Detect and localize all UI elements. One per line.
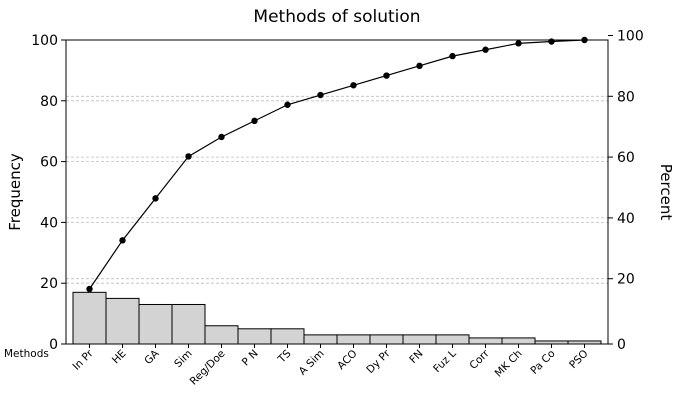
cumulative-point-14 <box>548 38 555 45</box>
cumulative-point-5 <box>251 117 258 125</box>
cumulative-point-3 <box>185 153 192 160</box>
bar-0 <box>72 291 107 345</box>
category-label: TS <box>275 347 294 366</box>
left-tick-label: 100 <box>31 33 58 49</box>
category-label: HE <box>110 348 129 367</box>
right-tick-label: 0 <box>617 337 626 353</box>
cumulative-point-4 <box>218 133 225 141</box>
category-label: FN <box>407 348 425 366</box>
cumulative-point-15 <box>581 36 588 44</box>
right-tick-label: 60 <box>617 150 635 166</box>
right-tick-label: 100 <box>617 29 644 45</box>
cumulative-line <box>86 36 588 293</box>
cumulative-point-1 <box>119 237 126 244</box>
left-tick-label: 40 <box>40 215 58 231</box>
cumulative-polyline <box>89 39 585 290</box>
chart-title: Methods of solution <box>253 7 420 27</box>
category-label: Dy Pr <box>364 347 393 376</box>
category-label: MK Ch <box>493 348 525 380</box>
category-label: A Sim <box>297 348 327 378</box>
category-label: Fuz L <box>431 348 459 376</box>
cumulative-point-12 <box>482 46 489 53</box>
bar-12 <box>468 337 503 345</box>
bars <box>72 291 602 345</box>
bar-9 <box>369 334 404 345</box>
bar-7 <box>303 334 338 345</box>
bar-13 <box>501 337 536 345</box>
cumulative-point-11 <box>449 52 456 60</box>
plot-frame <box>65 39 609 345</box>
category-label: ACO <box>335 348 359 372</box>
bar-8 <box>336 334 371 345</box>
cumulative-point-7 <box>317 91 324 99</box>
cumulative-point-6 <box>284 101 291 108</box>
cumulative-point-0 <box>86 285 93 293</box>
left-y-axis: 0 20 40 60 80 100 <box>31 33 66 353</box>
bar-1 <box>105 297 140 345</box>
bar-6 <box>270 328 305 345</box>
category-label: PSO <box>567 348 591 372</box>
bar-4 <box>204 325 239 345</box>
category-label: In Pr <box>70 347 96 373</box>
category-row-label: Methods <box>4 348 49 360</box>
bar-3 <box>171 303 206 345</box>
cumulative-point-13 <box>515 40 522 47</box>
left-axis-label: Frequency <box>6 153 24 231</box>
category-label: P N <box>240 348 261 369</box>
right-tick-label: 40 <box>617 211 635 227</box>
category-label: Pa Co <box>528 348 557 377</box>
right-y-axis: 0 20 40 60 80 100 <box>608 29 644 353</box>
bar-11 <box>435 334 470 345</box>
cumulative-point-2 <box>152 195 159 202</box>
category-label: Sim <box>172 348 194 370</box>
right-tick-label: 20 <box>617 272 635 288</box>
bar-10 <box>402 334 437 345</box>
right-axis-label: Percent <box>657 164 675 221</box>
bar-2 <box>138 303 173 345</box>
left-tick-label: 80 <box>40 94 58 110</box>
cumulative-point-10 <box>416 62 423 70</box>
left-tick-label: 0 <box>49 337 58 353</box>
cumulative-point-9 <box>383 72 390 79</box>
gridlines <box>66 95 608 284</box>
category-label: GA <box>142 347 162 367</box>
right-tick-label: 80 <box>617 89 635 105</box>
cumulative-point-8 <box>350 82 357 89</box>
category-label: Reg/Doe <box>188 348 228 388</box>
bar-5 <box>237 328 272 345</box>
left-tick-label: 20 <box>40 276 58 292</box>
category-label: Corr <box>467 347 492 372</box>
left-tick-label: 60 <box>40 155 58 171</box>
